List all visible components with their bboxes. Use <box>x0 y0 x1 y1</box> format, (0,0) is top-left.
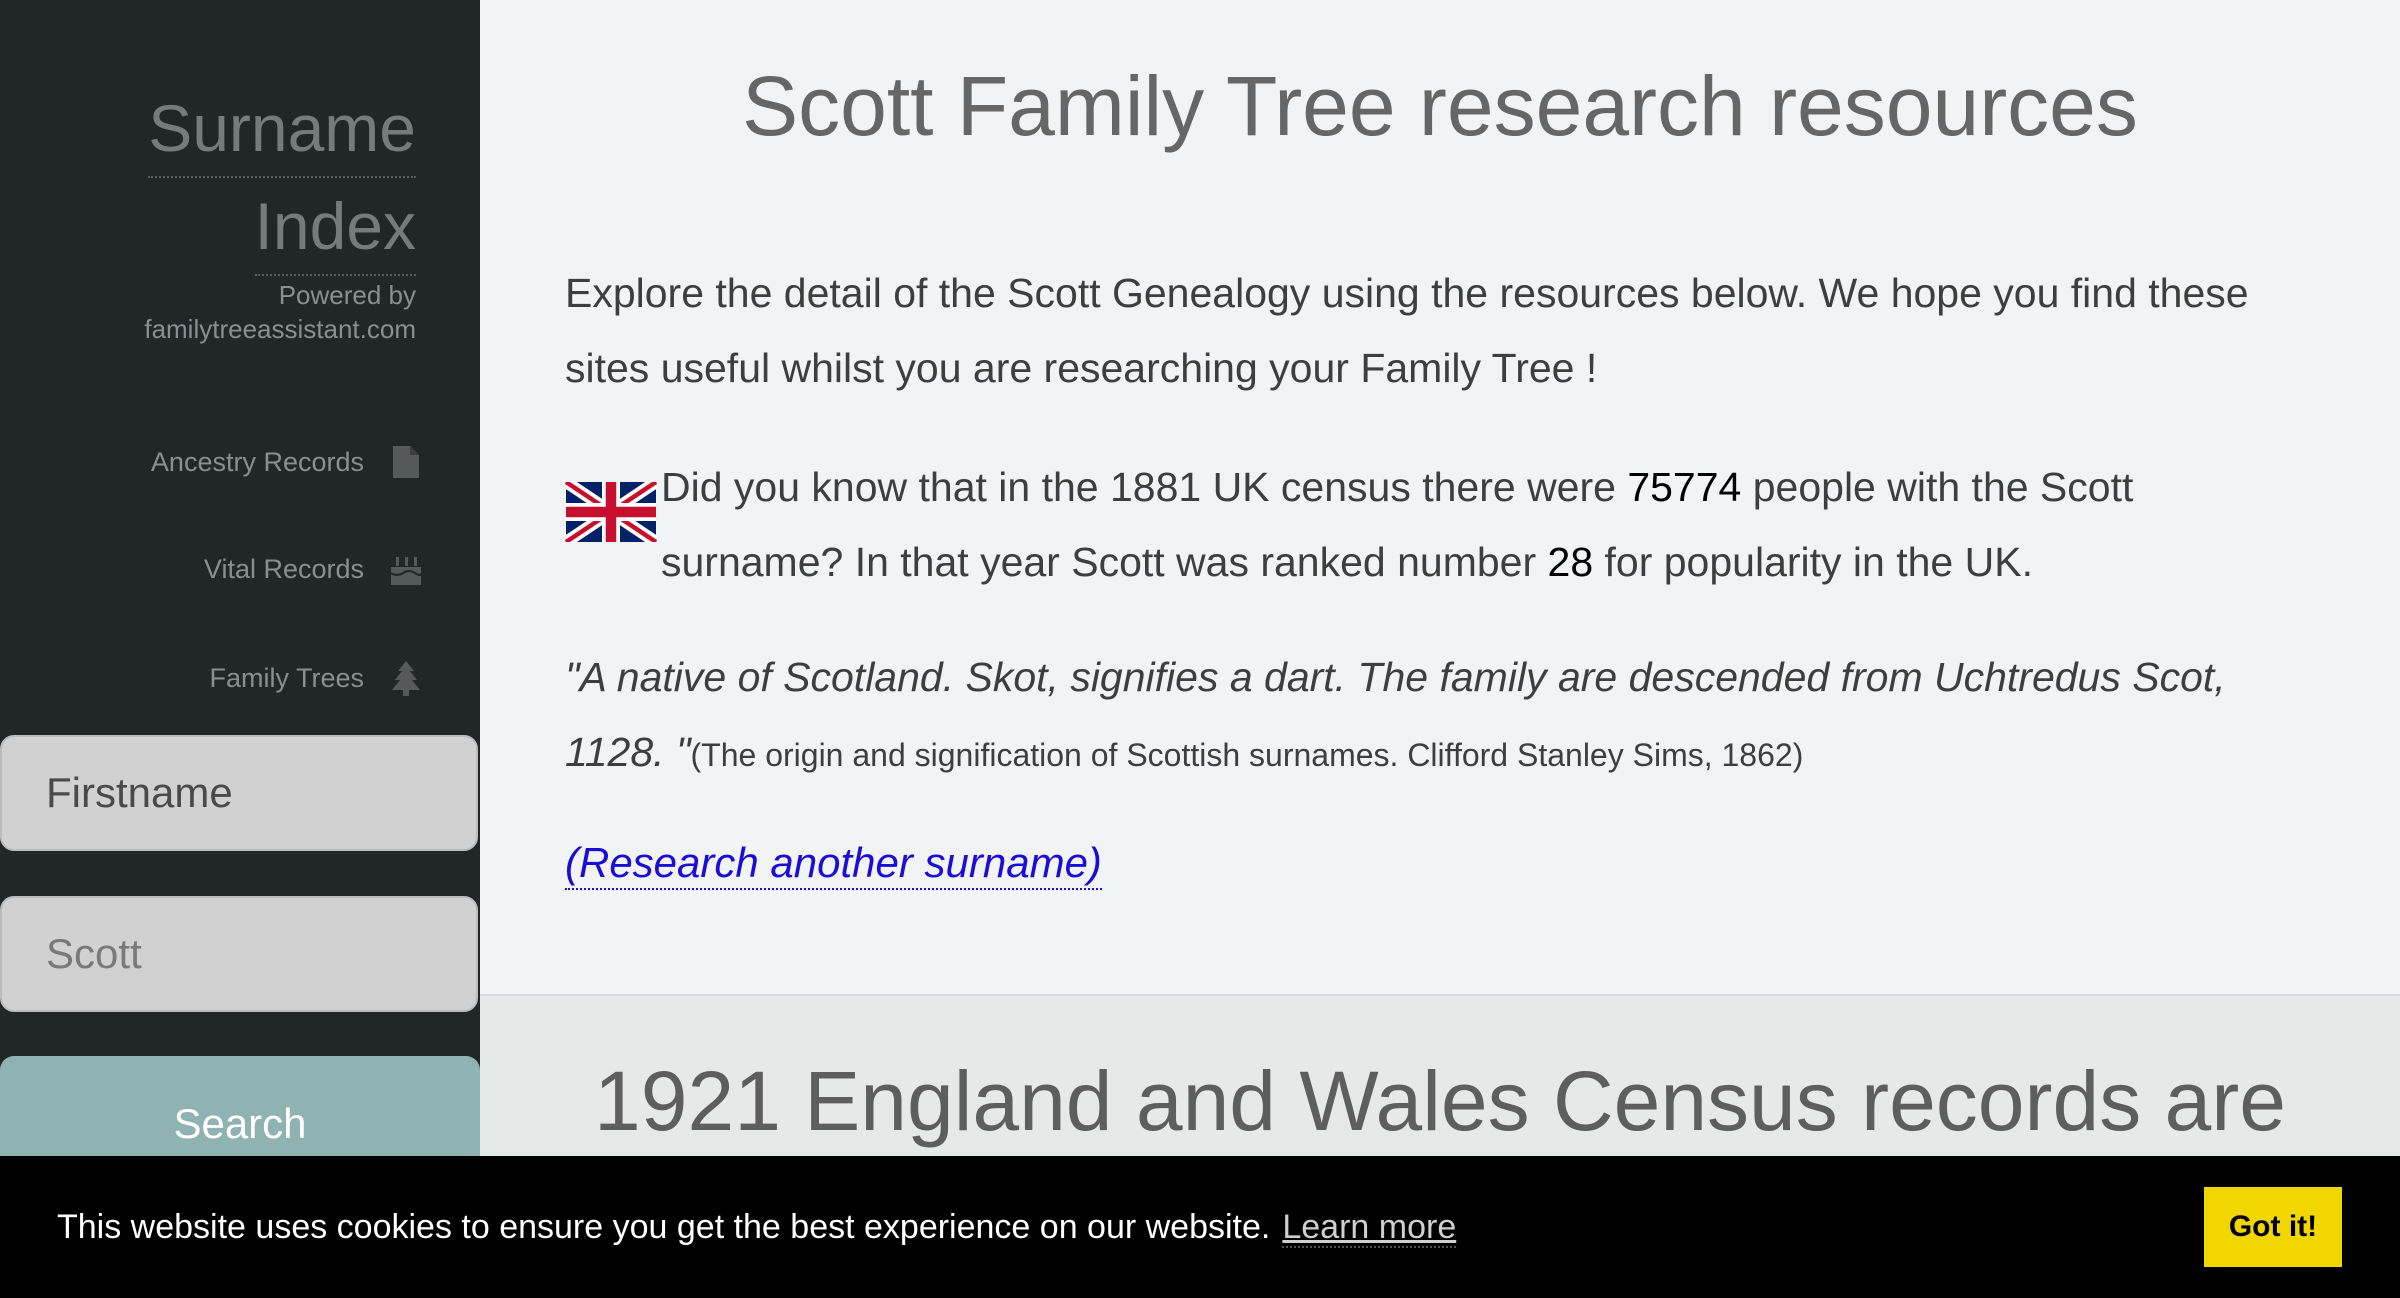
census-rank: 28 <box>1547 539 1594 585</box>
powered-by: Powered by familytreeassistant.com <box>144 278 416 346</box>
census-text-a: Did you know that in the 1881 UK census … <box>661 464 1628 510</box>
origin-quote: "A native of Scotland. Skot, signifies a… <box>565 654 2226 775</box>
learn-more-link[interactable]: Learn more <box>1282 1208 1457 1248</box>
sidebar: Surname Index Powered by familytreeassis… <box>0 0 480 1298</box>
powered-by-site: familytreeassistant.com <box>144 314 416 344</box>
census-fact: Did you know that in the 1881 UK census … <box>565 450 2285 600</box>
research-another-surname-link[interactable]: (Research another surname) <box>565 838 1102 890</box>
sidebar-item-vital-records[interactable]: Vital Records <box>204 544 424 594</box>
site-brand[interactable]: Surname Index <box>148 80 416 276</box>
brand-line-surname[interactable]: Surname <box>148 80 416 178</box>
cookie-message: This website uses cookies to ensure you … <box>57 1204 1457 1250</box>
sidebar-item-label: Ancestry Records <box>150 446 364 477</box>
census-text-c: for popularity in the UK. <box>1593 539 2033 585</box>
cake-icon <box>388 549 424 589</box>
origin-citation: (The origin and signification of Scottis… <box>690 737 1804 773</box>
main-content: Scott Family Tree research resources Exp… <box>480 0 2400 996</box>
sidebar-item-label: Vital Records <box>203 553 364 584</box>
census-count: 75774 <box>1627 464 1742 510</box>
intro-text: Explore the detail of the Scott Genealog… <box>565 270 2249 391</box>
surname-origin: "A native of Scotland. Skot, signifies a… <box>565 640 2325 793</box>
section-title: 1921 England and Wales Census records ar… <box>594 1054 2286 1148</box>
sidebar-item-family-trees[interactable]: Family Trees <box>209 653 424 703</box>
tree-icon <box>388 658 424 698</box>
sidebar-item-label: Family Trees <box>209 662 364 693</box>
cookie-banner: This website uses cookies to ensure you … <box>0 1156 2400 1298</box>
uk-flag-icon <box>565 482 657 542</box>
got-it-button[interactable]: Got it! <box>2204 1187 2342 1267</box>
cookie-message-text: This website uses cookies to ensure you … <box>57 1208 1271 1246</box>
surname-input[interactable] <box>0 896 478 1012</box>
firstname-input[interactable] <box>0 735 478 851</box>
brand-line-index[interactable]: Index <box>254 178 416 276</box>
census-text: Did you know that in the 1881 UK census … <box>661 450 2285 600</box>
document-icon <box>388 442 424 482</box>
census-text-b: people with the Scott surname? In that y… <box>661 464 2134 585</box>
powered-by-label: Powered by <box>278 280 416 310</box>
page-title: Scott Family Tree research resources <box>742 59 2138 153</box>
sidebar-item-ancestry-records[interactable]: Ancestry Records <box>151 437 424 487</box>
